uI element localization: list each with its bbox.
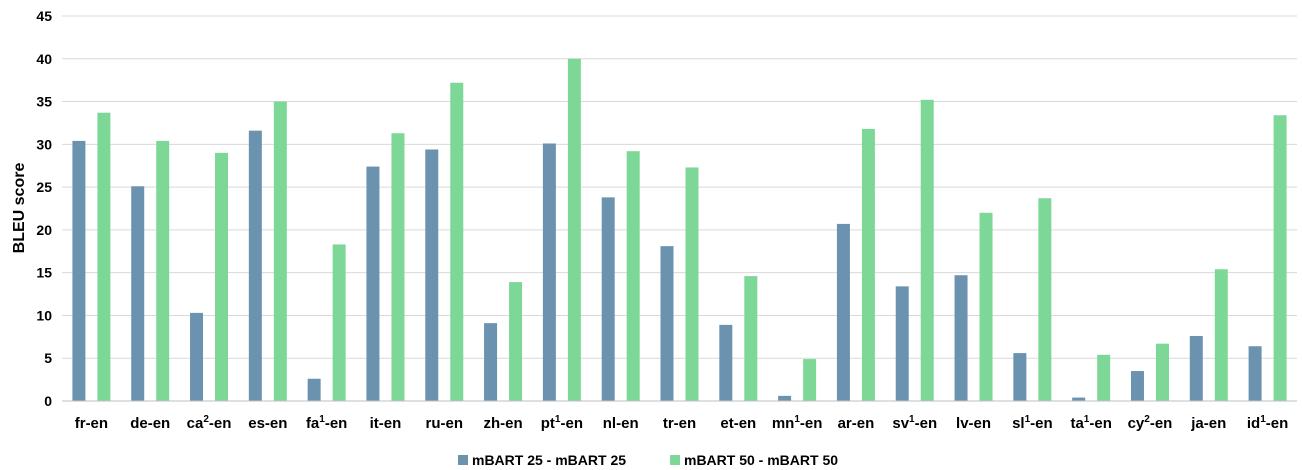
bar-series-2-de [156,140,170,401]
bar-series-2-ar [861,128,875,401]
y-axis-ticks: 0 5 10 15 20 25 30 35 40 45 [36,8,52,409]
x-tick-label: es-en [248,415,287,432]
legend: mBART 25 - mBART 25 mBART 50 - mBART 50 [458,452,838,468]
bar-series-1-tr [660,246,674,401]
bar-series-1-ru [425,149,439,401]
y-tick-label: 10 [36,307,52,323]
x-tick-label: fa1-en [306,414,347,432]
bar-series-2-fr [97,112,111,401]
x-tick-label: lv-en [956,415,991,432]
y-tick-label: 15 [36,265,52,281]
bar-series-1-es [248,130,262,401]
bar-series-1-zh [484,323,498,401]
x-tick-label: nl-en [603,415,639,432]
x-axis-labels: fr-en de-en ca2-en es-en fa1-en it-en ru-en zh-… [75,414,1289,432]
x-tick-label: de-en [130,415,170,432]
bar-series-1-ar [836,223,850,401]
x-tick-label: sl1-en [1012,414,1053,432]
bar-series-2-es [273,101,287,402]
x-tick-label: pt1-en [541,414,583,432]
x-tick-label: zh-en [483,415,522,432]
bar-series-2-sl [1038,198,1052,401]
bar-series-1-nl [601,197,615,401]
bar-series-2-cy [1155,343,1169,401]
y-tick-label: 20 [36,222,52,238]
legend-item-series-2: mBART 50 - mBART 50 [670,452,838,468]
x-tick-label: ja-en [1190,415,1226,432]
bar-series-1-de [131,186,145,401]
y-tick-label: 40 [36,51,52,67]
bar-series-2-ta [1097,354,1111,401]
x-tick-label: mn1-en [772,414,823,432]
legend-swatch-series-2 [670,455,680,465]
bar-series-2-lv [979,212,993,401]
x-tick-label: id1-en [1247,414,1288,432]
bar-series-2-pt [567,58,581,402]
legend-swatch-series-1 [458,455,468,465]
bar-series-1-ja [1189,335,1203,401]
x-tick-label: ta1-en [1070,414,1111,432]
x-tick-label: ar-en [838,415,875,432]
x-tick-label: et-en [720,415,756,432]
bar-series-2-ca [215,152,229,401]
bar-series-1-id [1248,346,1262,401]
bar-series-2-nl [626,151,640,401]
bars [72,58,1287,402]
bar-series-2-sv [920,99,934,401]
gridlines [62,15,1297,359]
legend-item-series-1: mBART 25 - mBART 25 [458,452,626,468]
bar-series-1-sl [1013,353,1027,401]
bar-series-1-cy [1130,371,1144,401]
legend-label-series-1: mBART 25 - mBART 25 [472,452,626,468]
x-tick-label: cy2-en [1128,414,1173,432]
x-tick-label: ru-en [426,415,464,432]
y-tick-label: 45 [36,8,52,24]
x-tick-label: fr-en [75,415,108,432]
x-tick-label: it-en [370,415,402,432]
bar-series-2-et [744,276,758,401]
bar-series-1-mn [778,395,792,401]
bar-series-2-ja [1214,269,1228,401]
legend-label-series-2: mBART 50 - mBART 50 [684,452,838,468]
y-axis-label: BLEU score [11,163,28,254]
bar-series-2-zh [509,282,523,401]
bar-series-1-et [719,324,733,401]
bar-series-1-it [366,166,380,401]
x-tick-label: tr-en [663,415,696,432]
y-tick-label: 5 [44,350,52,366]
y-tick-label: 30 [36,136,52,152]
bar-series-1-lv [954,275,968,401]
bar-series-2-fa [332,244,346,401]
y-tick-label: 25 [36,179,52,195]
y-tick-label: 0 [44,393,52,409]
x-tick-label: ca2-en [187,414,232,432]
bar-series-2-tr [685,167,699,401]
y-tick-label: 35 [36,94,52,110]
bar-series-2-id [1273,115,1287,401]
bar-series-1-sv [895,286,909,401]
bar-series-1-ta [1072,397,1086,401]
bar-series-2-it [391,133,405,401]
x-tick-label: sv1-en [892,414,937,432]
bar-series-2-mn [803,359,817,401]
bar-series-1-fa [307,378,321,401]
bar-series-1-pt [542,143,556,401]
bar-series-2-ru [450,82,464,401]
bar-series-1-fr [72,140,86,401]
bar-series-1-ca [190,312,204,401]
